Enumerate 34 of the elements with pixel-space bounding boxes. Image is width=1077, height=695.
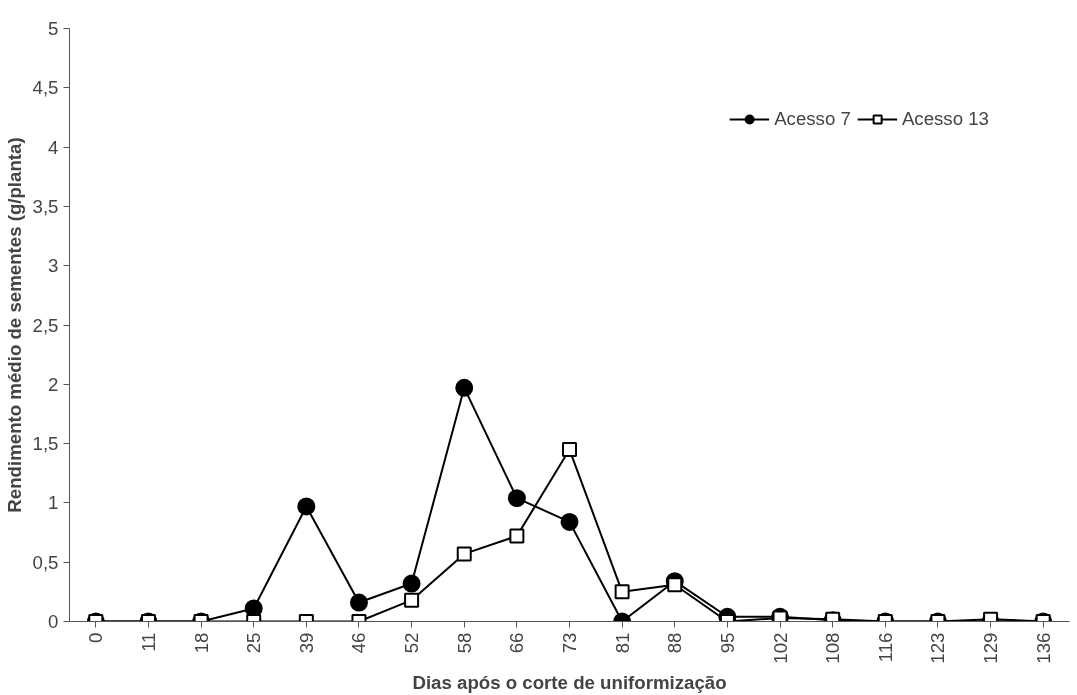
x-tick-label: 136 (1032, 632, 1054, 664)
x-tick-label: 18 (190, 632, 212, 654)
y-tick-label: 0 (48, 611, 59, 632)
x-tick-label: 52 (401, 632, 423, 654)
y-tick-label: 3,5 (32, 195, 59, 217)
x-tick-label: 73 (559, 632, 580, 654)
y-tick-label: 1 (48, 492, 59, 514)
x-tick-label: 102 (769, 632, 791, 664)
y-tick-label: 5 (48, 18, 59, 39)
x-tick-label: 129 (980, 632, 1002, 664)
legend-label: Acesso 7 (774, 108, 851, 130)
y-tick-label: 4,5 (32, 77, 59, 99)
x-tick-label: 123 (927, 632, 949, 664)
x-tick-label: 39 (295, 632, 317, 654)
x-tick-label: 66 (506, 632, 528, 654)
x-tick-label: 58 (453, 632, 475, 654)
y-tick-label: 4 (48, 136, 59, 158)
y-tick-label: 0,5 (32, 551, 59, 573)
x-tick-label: 88 (664, 632, 686, 654)
y-tick-label: 1,5 (32, 433, 59, 455)
x-tick-label: 116 (874, 632, 896, 663)
x-tick-label: 81 (611, 632, 633, 654)
x-tick-label: 95 (716, 632, 738, 654)
x-tick-label: 108 (822, 632, 844, 664)
y-tick-label: 2,5 (32, 314, 59, 336)
y-axis-title: Rendimento médio de sementes (g/planta) (3, 137, 25, 513)
y-tick-label: 2 (48, 373, 59, 395)
x-tick-label: 46 (348, 632, 370, 654)
legend-label: Acesso 13 (901, 108, 989, 130)
x-axis-title: Dias após o corte de uniformização (412, 671, 727, 693)
x-tick-label: 11 (137, 632, 159, 652)
y-tick-label: 3 (48, 255, 59, 277)
x-tick-label: 0 (85, 632, 107, 643)
x-tick-label: 25 (243, 632, 265, 654)
